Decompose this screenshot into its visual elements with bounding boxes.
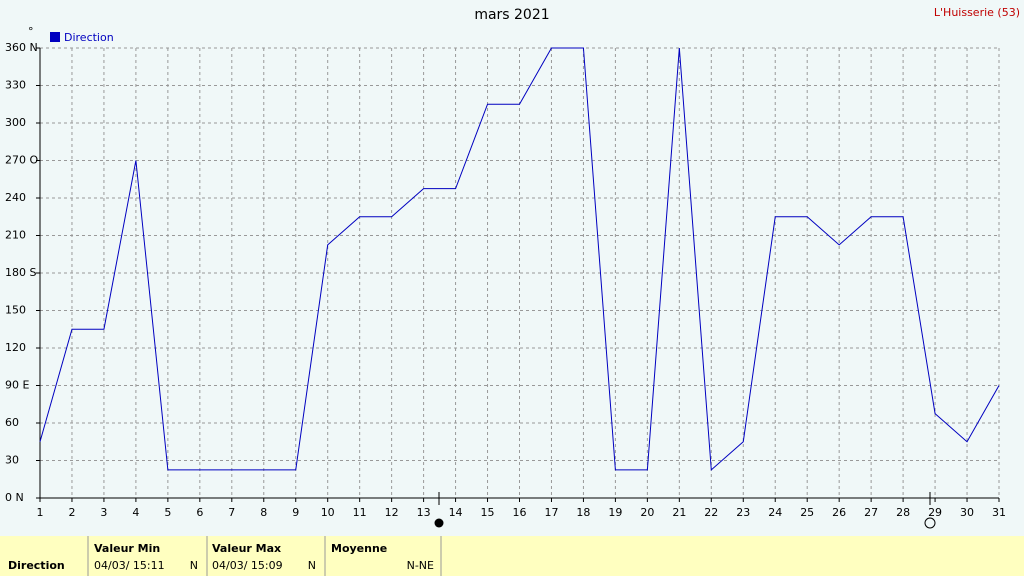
x-tick-label: 13 — [417, 506, 431, 519]
moon-new — [924, 517, 936, 529]
x-tick-label: 19 — [608, 506, 622, 519]
x-tick-label: 17 — [544, 506, 558, 519]
x-tick-label: 14 — [449, 506, 463, 519]
x-tick-label: 29 — [928, 506, 942, 519]
x-tick-label: 21 — [672, 506, 686, 519]
x-tick-label: 2 — [68, 506, 75, 519]
y-tick-label: 90 E — [5, 379, 29, 392]
x-tick-label: 23 — [736, 506, 750, 519]
x-tick-label: 5 — [164, 506, 171, 519]
max-header: Valeur Max — [212, 542, 281, 555]
x-tick-label: 16 — [513, 506, 527, 519]
x-tick-label: 4 — [132, 506, 139, 519]
x-tick-label: 28 — [896, 506, 910, 519]
series-line — [39, 47, 1000, 471]
x-tick-label: 11 — [353, 506, 367, 519]
max-value: N — [308, 559, 316, 572]
y-tick-label: 330 — [5, 79, 26, 92]
summary-panel — [0, 536, 1024, 576]
x-tick-label: 25 — [800, 506, 814, 519]
y-tick-label: 240 — [5, 191, 26, 204]
x-tick-label: 9 — [292, 506, 299, 519]
mean-value: N-NE — [407, 559, 434, 572]
max-date: 04/03/ 15:09 — [212, 559, 283, 572]
x-tick-label: 10 — [321, 506, 335, 519]
x-tick-label: 31 — [992, 506, 1006, 519]
x-tick-label: 6 — [196, 506, 203, 519]
y-tick-label: 120 — [5, 341, 26, 354]
min-date: 04/03/ 15:11 — [94, 559, 165, 572]
x-tick-label: 18 — [576, 506, 590, 519]
x-tick-label: 30 — [960, 506, 974, 519]
legend-swatch — [50, 32, 60, 42]
moon-full — [434, 518, 444, 528]
x-tick-label: 7 — [228, 506, 235, 519]
y-tick-label: 0 N — [5, 491, 24, 504]
summary-label: Direction — [8, 559, 65, 572]
x-tick-label: 26 — [832, 506, 846, 519]
min-value: N — [190, 559, 198, 572]
y-unit: ° — [28, 25, 34, 38]
y-tick-label: 150 — [5, 304, 26, 317]
x-tick-label: 24 — [768, 506, 782, 519]
x-tick-label: 12 — [385, 506, 399, 519]
y-tick-label: 180 S — [5, 266, 36, 279]
x-tick-label: 20 — [640, 506, 654, 519]
y-tick-label: 360 N — [5, 41, 38, 54]
x-tick-label: 22 — [704, 506, 718, 519]
y-tick-label: 210 — [5, 229, 26, 242]
y-tick-label: 300 — [5, 116, 26, 129]
x-tick-label: 1 — [37, 506, 44, 519]
station-name: L'Huisserie (53) — [934, 6, 1020, 19]
y-tick-label: 270 O — [5, 154, 38, 167]
x-tick-label: 27 — [864, 506, 878, 519]
y-tick-label: 30 — [5, 454, 19, 467]
legend-label: Direction — [64, 31, 114, 44]
x-tick-label: 8 — [260, 506, 267, 519]
x-tick-label: 3 — [100, 506, 107, 519]
mean-header: Moyenne — [331, 542, 387, 555]
chart-title: mars 2021 — [474, 7, 549, 23]
y-tick-label: 60 — [5, 416, 19, 429]
min-header: Valeur Min — [94, 542, 160, 555]
x-tick-label: 15 — [481, 506, 495, 519]
